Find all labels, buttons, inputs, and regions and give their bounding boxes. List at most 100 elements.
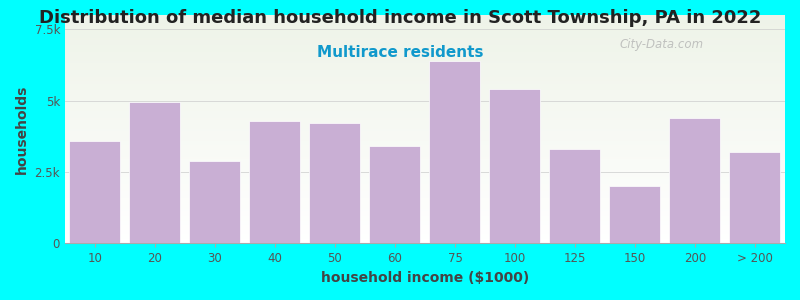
- Bar: [65, 134, 785, 136]
- Bar: [65, 189, 785, 191]
- Bar: [65, 86, 785, 88]
- Bar: [65, 191, 785, 193]
- Bar: [65, 56, 785, 58]
- Bar: [65, 136, 785, 138]
- Bar: [65, 141, 785, 143]
- Bar: [65, 52, 785, 54]
- Bar: [65, 83, 785, 86]
- Bar: [65, 129, 785, 131]
- Bar: [65, 29, 785, 31]
- Bar: [70, 141, 121, 243]
- Bar: [65, 216, 785, 218]
- Bar: [65, 124, 785, 127]
- Bar: [65, 93, 785, 95]
- Bar: [65, 145, 785, 148]
- Bar: [65, 172, 785, 175]
- Bar: [65, 36, 785, 38]
- Bar: [670, 118, 721, 243]
- Bar: [65, 31, 785, 33]
- Bar: [65, 138, 785, 141]
- Bar: [65, 40, 785, 42]
- Bar: [65, 61, 785, 63]
- Bar: [65, 54, 785, 56]
- Bar: [65, 70, 785, 72]
- Bar: [65, 241, 785, 243]
- Bar: [65, 175, 785, 177]
- Bar: [65, 177, 785, 179]
- Bar: [65, 157, 785, 159]
- Bar: [190, 160, 241, 243]
- Bar: [65, 186, 785, 189]
- Bar: [65, 74, 785, 77]
- Bar: [65, 90, 785, 93]
- Bar: [250, 121, 301, 243]
- Bar: [65, 212, 785, 214]
- Bar: [65, 97, 785, 100]
- Bar: [65, 234, 785, 237]
- Bar: [65, 161, 785, 164]
- Bar: [65, 116, 785, 118]
- Bar: [65, 102, 785, 104]
- Bar: [65, 154, 785, 157]
- Bar: [65, 100, 785, 102]
- Bar: [65, 164, 785, 166]
- Bar: [65, 184, 785, 186]
- Bar: [65, 198, 785, 200]
- Bar: [65, 131, 785, 134]
- Bar: [65, 26, 785, 29]
- Bar: [65, 237, 785, 239]
- Bar: [65, 170, 785, 172]
- Bar: [65, 42, 785, 45]
- Bar: [65, 168, 785, 170]
- Text: Multirace residents: Multirace residents: [317, 45, 483, 60]
- Bar: [610, 186, 661, 243]
- Bar: [65, 232, 785, 234]
- Bar: [490, 89, 541, 243]
- Bar: [65, 209, 785, 212]
- Bar: [65, 106, 785, 109]
- Bar: [65, 193, 785, 195]
- Bar: [65, 195, 785, 198]
- Bar: [550, 149, 601, 243]
- Bar: [65, 207, 785, 209]
- Bar: [370, 146, 421, 243]
- Bar: [65, 88, 785, 90]
- Bar: [65, 38, 785, 40]
- Bar: [65, 120, 785, 122]
- Bar: [65, 20, 785, 22]
- Bar: [65, 148, 785, 150]
- Bar: [65, 182, 785, 184]
- Bar: [730, 152, 781, 243]
- Bar: [65, 239, 785, 241]
- Bar: [310, 124, 361, 243]
- Bar: [65, 118, 785, 120]
- Bar: [65, 17, 785, 20]
- Bar: [65, 223, 785, 225]
- Bar: [65, 77, 785, 79]
- Text: Distribution of median household income in Scott Township, PA in 2022: Distribution of median household income …: [39, 9, 761, 27]
- Bar: [65, 230, 785, 232]
- Bar: [65, 109, 785, 111]
- Bar: [65, 166, 785, 168]
- Bar: [65, 127, 785, 129]
- Bar: [65, 24, 785, 26]
- Bar: [65, 200, 785, 202]
- Bar: [65, 113, 785, 116]
- Bar: [65, 205, 785, 207]
- Text: City-Data.com: City-Data.com: [619, 38, 703, 51]
- Bar: [65, 122, 785, 124]
- Y-axis label: households: households: [15, 85, 29, 174]
- Bar: [65, 68, 785, 70]
- Bar: [65, 58, 785, 61]
- Bar: [65, 225, 785, 227]
- Bar: [65, 49, 785, 52]
- Bar: [65, 65, 785, 68]
- Bar: [65, 214, 785, 216]
- Bar: [430, 61, 481, 243]
- Bar: [65, 220, 785, 223]
- Bar: [65, 47, 785, 49]
- Bar: [65, 111, 785, 113]
- Bar: [65, 63, 785, 65]
- Bar: [65, 179, 785, 182]
- Bar: [65, 33, 785, 36]
